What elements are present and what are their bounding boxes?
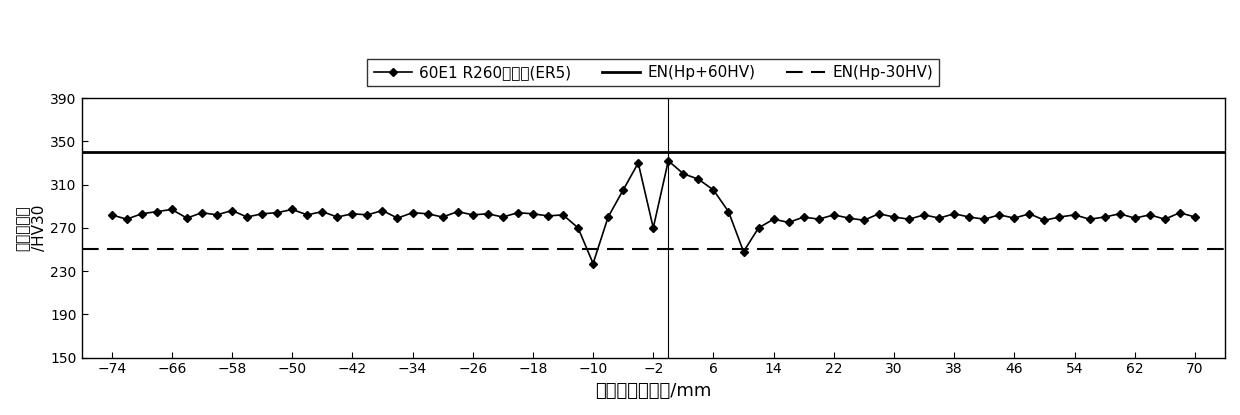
60E1 R260硬度値(ER5) (676, 171, 691, 176)
Legend: 60E1 R260硬度値(ER5), EN(Hp+60HV), EN(Hp-30HV): 60E1 R260硬度値(ER5), EN(Hp+60HV), EN(Hp-30… (367, 59, 939, 86)
Line: 60E1 R260硬度値(ER5): 60E1 R260硬度値(ER5) (109, 158, 1198, 266)
EN(Hp+60HV) (668, 150, 683, 155)
60E1 R260硬度値(ER5) (1068, 212, 1083, 217)
Y-axis label: 纵断面硬度
/HV30: 纵断面硬度 /HV30 (15, 205, 47, 251)
EN(Hp-30HV) (668, 247, 683, 252)
X-axis label: 距接合线的距离/mm: 距接合线的距离/mm (595, 382, 712, 400)
EN(Hp-30HV) (661, 247, 676, 252)
60E1 R260硬度値(ER5) (465, 212, 480, 217)
60E1 R260硬度値(ER5) (104, 212, 119, 217)
60E1 R260硬度値(ER5) (1037, 218, 1052, 223)
EN(Hp+60HV) (661, 150, 676, 155)
60E1 R260硬度値(ER5) (345, 211, 360, 216)
60E1 R260硬度値(ER5) (1112, 211, 1127, 216)
60E1 R260硬度値(ER5) (585, 261, 600, 266)
60E1 R260硬度値(ER5) (1188, 215, 1203, 220)
60E1 R260硬度値(ER5) (661, 158, 676, 163)
